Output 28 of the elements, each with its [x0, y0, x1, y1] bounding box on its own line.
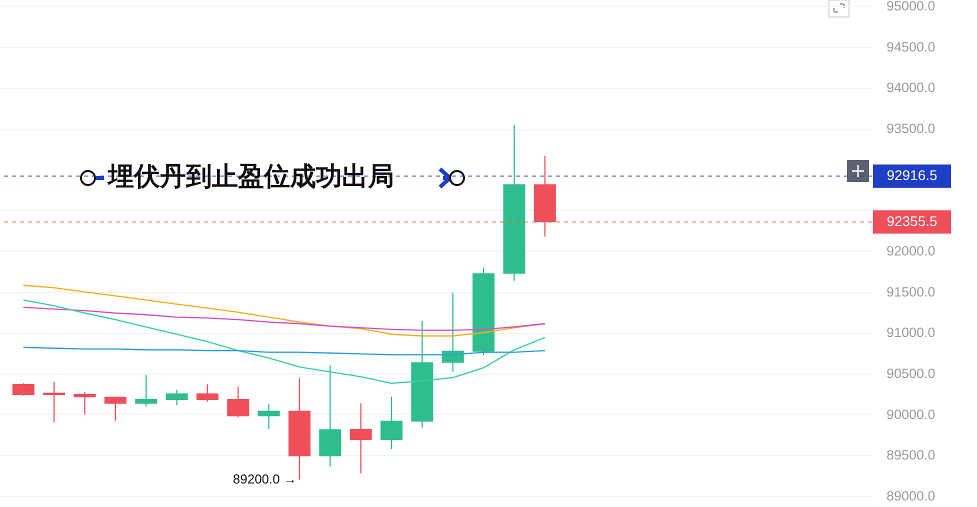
- y-tick-label: 91000.0: [886, 325, 936, 340]
- line-series: [22, 299, 546, 384]
- candlestick: [12, 382, 34, 396]
- candlestick: [104, 396, 126, 422]
- candlestick: [350, 402, 372, 474]
- candlestick: [196, 384, 218, 402]
- candlestick: [166, 389, 188, 406]
- candlestick: [227, 386, 250, 418]
- line-series: [22, 306, 546, 331]
- y-tick-label: 94500.0: [886, 39, 936, 54]
- annotation: 89200.0 →: [232, 472, 296, 487]
- y-tick-label: 90500.0: [886, 366, 936, 381]
- candlestick: [74, 391, 96, 415]
- candlestick: [380, 396, 403, 450]
- y-tick-label: 91500.0: [886, 284, 936, 300]
- y-tick-label: 92000.0: [886, 244, 936, 258]
- candlestick: [43, 381, 66, 423]
- candlestick: [258, 403, 280, 430]
- y-tick-label: 93500.0: [886, 121, 936, 136]
- ref-line-label: 92355.5: [886, 212, 938, 229]
- y-tick-label: 94000.0: [886, 80, 936, 96]
- y-tick-label: 90000.0: [886, 406, 936, 422]
- candlestick: [135, 374, 158, 408]
- annotation: 埋伏丹到止盈位成功出局: [107, 161, 394, 191]
- y-tick-label: 89500.0: [886, 448, 936, 463]
- y-tick-label: 95000.0: [886, 0, 936, 14]
- y-tick-label: 89000.0: [886, 488, 936, 504]
- ref-line-label: 92916.5: [886, 167, 938, 184]
